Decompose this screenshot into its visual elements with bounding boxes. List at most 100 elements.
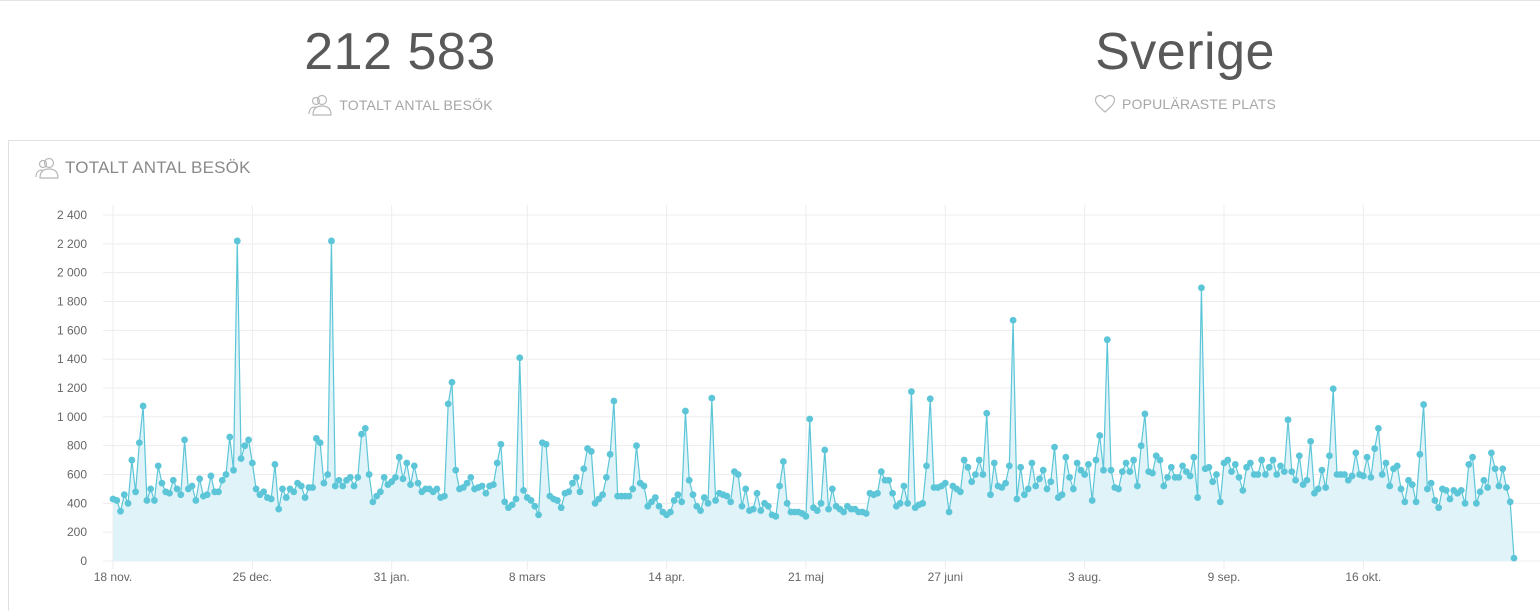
data-point	[275, 505, 283, 513]
data-point	[395, 453, 403, 461]
data-point	[1367, 473, 1375, 481]
data-point	[151, 497, 158, 504]
data-point	[655, 502, 663, 510]
data-point	[945, 508, 953, 516]
x-tick-label: 3 aug.	[1068, 570, 1101, 584]
data-point	[700, 494, 708, 501]
y-tick-label: 0	[80, 554, 87, 568]
data-point	[192, 497, 200, 504]
data-point	[783, 499, 791, 507]
data-point	[441, 492, 448, 500]
data-point	[508, 501, 516, 509]
data-point	[320, 479, 328, 487]
x-tick-label: 27 juni	[928, 570, 963, 584]
data-point	[1431, 497, 1439, 504]
data-point	[1378, 471, 1386, 478]
total-visits-value: 212 583	[304, 23, 496, 81]
chart-panel-title-text: TOTALT ANTAL BESÖK	[65, 158, 251, 177]
data-point	[335, 476, 343, 484]
data-point	[158, 479, 166, 487]
data-point	[1160, 482, 1168, 490]
data-point	[1397, 485, 1405, 493]
data-point	[983, 409, 991, 417]
data-point	[1348, 472, 1356, 480]
data-point	[1446, 495, 1454, 503]
data-point	[1137, 442, 1145, 450]
data-point	[1273, 471, 1281, 478]
data-point	[1480, 476, 1488, 484]
data-point	[354, 473, 362, 481]
data-point	[633, 442, 640, 450]
data-point	[1133, 482, 1141, 490]
visits-chart-panel	[8, 140, 1540, 611]
data-point	[248, 459, 256, 467]
data-point	[1228, 468, 1235, 476]
x-tick-label: 18 nov.	[94, 570, 132, 584]
data-point	[738, 502, 746, 510]
data-point	[1024, 485, 1032, 493]
data-point	[452, 466, 460, 474]
total-visits-label: TOTALT ANTAL BESÖK	[339, 97, 493, 113]
data-point	[828, 485, 836, 493]
data-point	[361, 424, 369, 432]
data-point	[173, 485, 181, 493]
x-tick-label: 14 apr.	[648, 570, 685, 584]
data-point	[1326, 452, 1333, 460]
data-point	[742, 485, 750, 493]
data-point	[245, 436, 252, 444]
data-point	[1484, 484, 1492, 491]
y-tick-label: 1 800	[57, 295, 87, 309]
data-point	[813, 507, 821, 514]
data-point	[1265, 463, 1273, 471]
x-tick-label: 16 okt.	[1345, 570, 1381, 584]
data-point	[708, 394, 716, 402]
data-point	[889, 489, 896, 497]
data-point	[241, 442, 249, 450]
data-point	[1408, 481, 1416, 488]
data-point	[207, 472, 215, 480]
data-point	[380, 473, 388, 481]
data-point	[1085, 461, 1092, 468]
data-point	[580, 465, 588, 473]
data-point	[512, 495, 520, 503]
data-point	[1371, 445, 1379, 452]
data-point	[806, 415, 814, 423]
data-point	[1341, 471, 1348, 478]
y-tick-label: 1 200	[57, 381, 87, 395]
data-point	[1216, 498, 1224, 506]
data-point	[282, 494, 290, 501]
y-tick-label: 600	[67, 468, 87, 482]
data-point	[1375, 424, 1382, 432]
data-point	[1021, 491, 1028, 499]
data-point	[919, 499, 927, 507]
data-point	[1156, 456, 1164, 464]
data-point	[365, 471, 373, 478]
data-point	[188, 482, 196, 490]
users-icon	[35, 157, 59, 179]
data-point	[1506, 498, 1514, 506]
data-point	[682, 407, 689, 415]
data-point	[674, 491, 682, 499]
data-point	[1186, 472, 1194, 480]
data-point	[463, 479, 471, 487]
data-point	[923, 462, 930, 470]
data-point	[403, 459, 411, 467]
data-point	[433, 485, 441, 493]
data-point	[941, 479, 949, 487]
data-point	[444, 400, 452, 408]
data-point	[606, 450, 614, 458]
data-point	[260, 488, 268, 496]
data-point	[128, 456, 136, 464]
data-point	[1401, 498, 1409, 506]
data-point	[779, 458, 787, 465]
data-point	[531, 502, 539, 510]
data-point	[358, 430, 365, 438]
data-point	[1363, 453, 1371, 461]
chart-panel-title: TOTALT ANTAL BESÖK	[34, 157, 251, 179]
data-point	[757, 507, 765, 514]
data-point	[1179, 462, 1186, 470]
data-point	[874, 489, 881, 497]
data-point	[215, 488, 222, 496]
data-point	[497, 440, 505, 448]
data-point	[1461, 499, 1469, 507]
